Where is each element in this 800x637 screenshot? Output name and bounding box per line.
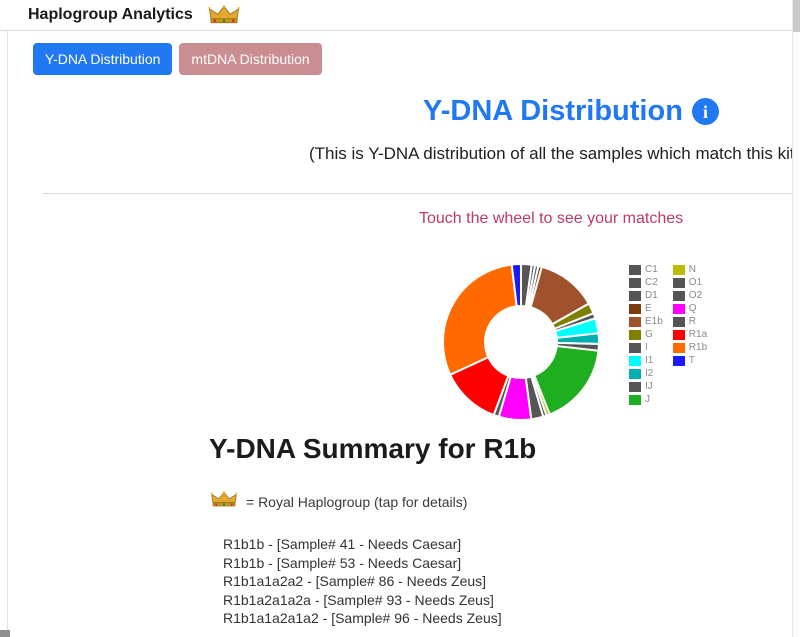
royal-note: = Royal Haplogroup (tap for details) xyxy=(210,491,468,513)
legend-swatch xyxy=(629,369,641,379)
summary-heading: Y-DNA Summary for R1b xyxy=(209,433,537,464)
donut-slice-T[interactable] xyxy=(510,262,522,308)
legend-swatch xyxy=(629,356,641,366)
legend-swatch xyxy=(629,265,641,275)
legend-swatch xyxy=(672,356,685,366)
legend-swatch xyxy=(629,382,641,392)
legend-label: R xyxy=(688,316,697,327)
legend-label: R1a xyxy=(688,329,708,340)
legend-swatch xyxy=(672,343,685,353)
legend-label: N xyxy=(688,264,697,275)
legend-label: Q xyxy=(688,303,697,314)
legend-item-E1b[interactable]: E1b xyxy=(629,317,663,327)
legend-swatch xyxy=(629,304,641,314)
legend-item-O2[interactable]: O2 xyxy=(672,290,707,301)
tab-ydna-distribution[interactable]: Y-DNA Distribution xyxy=(33,43,173,75)
legend-col-2: N O1 O2 Q R R1a R1b T xyxy=(672,264,708,408)
legend-label: J xyxy=(645,394,650,405)
legend-swatch xyxy=(629,291,641,301)
donut-chart xyxy=(442,262,601,421)
legend-item-I[interactable]: I xyxy=(629,343,663,353)
legend-swatch xyxy=(629,278,641,288)
sample-list: R1b1b - [Sample# 41 - Needs Caesar] R1b1b… xyxy=(223,535,502,628)
tab-bar: Y-DNA Distribution mtDNA Distribution xyxy=(33,43,322,75)
legend-item-R1a[interactable]: R1a xyxy=(672,329,708,340)
legend-item-O1[interactable]: O1 xyxy=(672,277,707,288)
legend-item-R1b[interactable]: R1b xyxy=(672,342,708,353)
legend-swatch xyxy=(629,343,641,353)
legend-item-Q[interactable]: Q xyxy=(672,303,707,314)
legend-item-IJ[interactable]: IJ xyxy=(629,382,663,392)
legend-label: C1 xyxy=(645,264,658,275)
sample-item: R1b1b - [Sample# 41 - Needs Caesar] xyxy=(223,536,462,552)
crown-icon xyxy=(207,5,241,25)
legend-label: I1 xyxy=(645,355,654,366)
legend-item-I2[interactable]: I2 xyxy=(629,369,663,379)
chart-title: Touch the wheel to see your matches xyxy=(419,210,684,227)
legend-swatch xyxy=(629,317,641,327)
section-subtitle: (This is Y-DNA distribution of all the s… xyxy=(309,144,800,163)
legend-item-C1[interactable]: C1 xyxy=(629,265,663,275)
app-title: Haplogroup Analytics xyxy=(28,6,193,23)
legend-item-T[interactable]: T xyxy=(672,355,707,366)
vertical-scrollbar[interactable] xyxy=(792,0,800,637)
legend-item-N[interactable]: N xyxy=(672,264,707,275)
divider xyxy=(43,193,794,194)
info-icon[interactable]: i xyxy=(691,98,719,125)
legend-item-E[interactable]: E xyxy=(629,304,663,314)
legend-item-J[interactable]: J xyxy=(629,395,663,405)
legend-label: R1b xyxy=(688,342,708,353)
legend-swatch xyxy=(629,395,641,405)
sample-item: R1b1a2a1a2a - [Sample# 93 - Needs Zeus] xyxy=(223,591,494,608)
legend-swatch xyxy=(672,330,685,340)
content-container: Y-DNA Distribution mtDNA Distribution Y-… xyxy=(7,31,800,637)
crown-icon xyxy=(210,491,238,513)
legend-item-C2[interactable]: C2 xyxy=(629,278,663,288)
chart-legend: C1 C2 D1 E E1b G I I1 I2 IJ J N O1 O2 Q R R1a R1b T xyxy=(629,265,707,408)
legend-label: I2 xyxy=(645,368,654,379)
legend-label: IJ xyxy=(645,381,653,392)
legend-label: O1 xyxy=(688,277,703,288)
app-header: Haplogroup Analytics xyxy=(0,0,800,31)
legend-item-D1[interactable]: D1 xyxy=(629,291,663,301)
sample-item: R1b1a1a2a1a2 - [Sample# 96 - Needs Zeus] xyxy=(223,610,502,627)
legend-label: T xyxy=(688,355,695,366)
legend-swatch xyxy=(672,265,685,275)
legend-label: E xyxy=(645,303,652,314)
svg-text:i: i xyxy=(703,102,708,122)
legend-col-1: C1 C2 D1 E E1b G I I1 I2 IJ J xyxy=(629,265,663,408)
legend-swatch xyxy=(629,330,641,340)
legend-swatch xyxy=(672,304,685,314)
legend-swatch xyxy=(672,317,685,327)
page-title: Y-DNA Distribution xyxy=(423,95,683,127)
tab-mtdna-distribution[interactable]: mtDNA Distribution xyxy=(179,43,322,75)
legend-swatch xyxy=(672,278,685,288)
vertical-scrollbar-thumb[interactable] xyxy=(793,0,800,32)
legend-item-G[interactable]: G xyxy=(629,330,663,340)
legend-label: D1 xyxy=(645,290,658,301)
legend-label: O2 xyxy=(688,290,703,301)
legend-label: C2 xyxy=(645,277,658,288)
royal-note-text: = Royal Haplogroup (tap for details) xyxy=(246,494,468,510)
legend-label: G xyxy=(645,329,653,340)
section-title-row: Y-DNA Distribution i xyxy=(423,95,719,128)
legend-item-R[interactable]: R xyxy=(672,316,707,327)
legend-item-I1[interactable]: I1 xyxy=(629,356,663,366)
legend-label: I xyxy=(645,342,648,353)
sample-item: R1b1b - [Sample# 53 - Needs Caesar] xyxy=(223,554,462,571)
donut-slice-R1b[interactable] xyxy=(442,263,518,377)
legend-label: E1b xyxy=(645,316,663,327)
legend-swatch xyxy=(672,291,685,301)
sample-item: R1b1a1a2a2 - [Sample# 86 - Needs Zeus] xyxy=(223,573,487,590)
horizontal-scrollbar-thumb[interactable] xyxy=(0,630,10,637)
